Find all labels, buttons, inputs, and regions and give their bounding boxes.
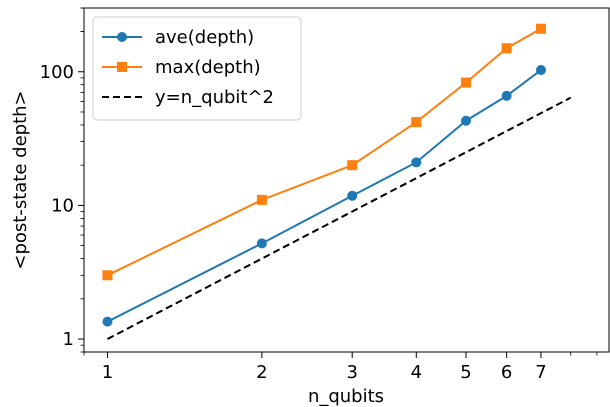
data-point [461, 115, 472, 126]
legend-box [92, 16, 302, 121]
data-point [411, 157, 422, 168]
x-tick-label: 2 [256, 362, 267, 383]
x-axis-label: n_qubits [308, 386, 384, 407]
data-point [347, 160, 358, 171]
y-tick-label: 1 [63, 329, 74, 350]
axes-frame [83, 7, 610, 353]
legend-marker [117, 62, 127, 72]
legend: ave(depth) max(depth) y=n_qubit^2 [92, 16, 302, 121]
y-axis-label: <post-state depth> [10, 90, 31, 269]
data-point [501, 90, 512, 101]
x-tick-label: 7 [535, 362, 546, 383]
data-point [535, 23, 546, 34]
axes-border [83, 7, 610, 353]
data-point [102, 316, 113, 327]
data-point [501, 43, 512, 54]
legend-label: y=n_qubit^2 [155, 87, 274, 108]
data-point [102, 270, 113, 281]
axis-ticks: 1 2 3 4 5 6 7 1 10 100 [40, 7, 598, 383]
data-point [256, 194, 267, 205]
x-tick-label: 5 [460, 362, 471, 383]
data-point [347, 190, 358, 201]
data-point [411, 117, 422, 128]
data-point [256, 238, 267, 249]
plot-area [102, 23, 572, 340]
legend-label: max(depth) [155, 57, 261, 78]
x-tick-label: 1 [102, 362, 113, 383]
y-tick-label: 10 [51, 195, 74, 216]
legend-label: ave(depth) [155, 27, 254, 48]
reference-line [107, 96, 572, 340]
y-tick-label: 100 [40, 62, 74, 83]
data-point [535, 65, 546, 76]
x-tick-label: 6 [501, 362, 512, 383]
legend-marker [117, 32, 127, 42]
data-point [461, 77, 472, 88]
x-tick-label: 4 [411, 362, 422, 383]
x-tick-label: 3 [346, 362, 357, 383]
